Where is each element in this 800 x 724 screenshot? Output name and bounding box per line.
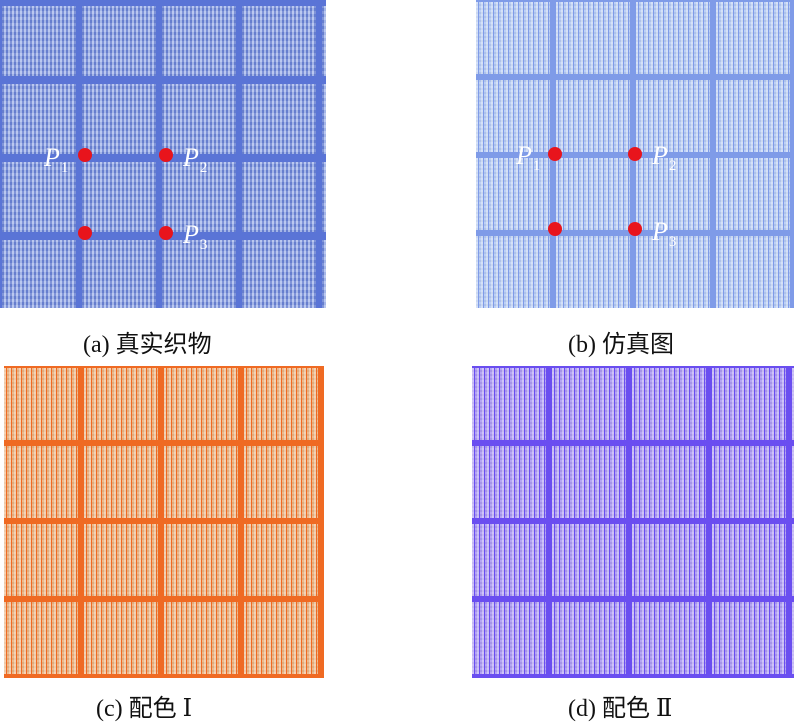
point-p1-marker [548,147,562,161]
caption-b: (b) 仿真图 [568,332,674,358]
point-unlabeled-marker [78,226,92,240]
point-p3-marker [628,222,642,236]
point-p1-label: P1 [516,141,541,174]
point-p2-marker [159,148,173,162]
color-scheme-2-image [472,366,794,678]
caption-c: (c) 配色 Ⅰ [96,696,193,722]
point-p2-label: P2 [183,143,208,176]
point-p3-label: P3 [183,220,208,253]
point-p3-marker [159,226,173,240]
point-p3-label: P3 [652,217,677,250]
caption-d: (d) 配色 Ⅱ [568,696,673,722]
point-unlabeled-marker [548,222,562,236]
point-p1-label: P1 [44,143,69,176]
caption-a: (a) 真实织物 [83,332,212,358]
point-p1-marker [78,148,92,162]
color-scheme-1-image [4,366,324,678]
point-p2-marker [628,147,642,161]
point-p2-label: P2 [652,141,677,174]
